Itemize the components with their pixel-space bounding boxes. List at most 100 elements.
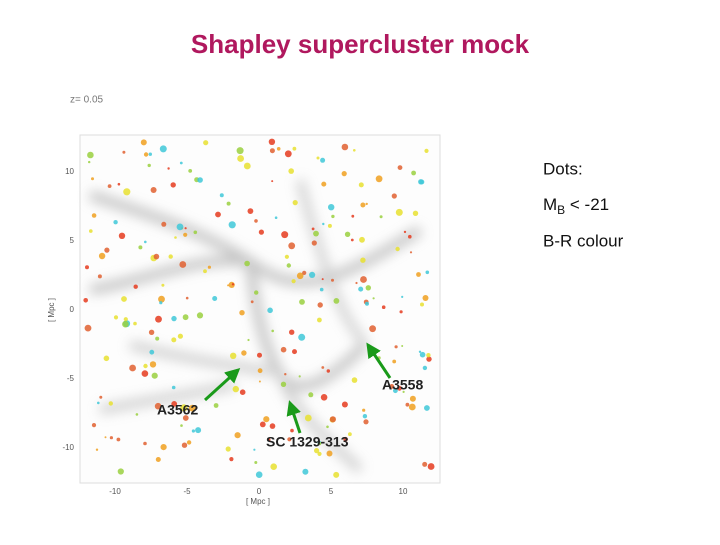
annotation: SC 1329-313: [266, 434, 349, 450]
galaxy-dot: [133, 321, 137, 326]
galaxy-dot: [236, 147, 244, 155]
galaxy-dot: [288, 242, 296, 250]
galaxy-dot: [372, 297, 375, 300]
galaxy-dot: [155, 457, 161, 462]
galaxy-dot: [331, 214, 335, 219]
galaxy-dot: [171, 401, 178, 407]
galaxy-dot: [213, 403, 219, 408]
galaxy-dot: [409, 251, 413, 254]
galaxy-dot: [311, 227, 315, 231]
galaxy-dot: [174, 236, 177, 239]
galaxy-dot: [182, 314, 189, 321]
galaxy-dot: [395, 208, 403, 216]
galaxy-dot: [159, 301, 163, 305]
galaxy-dot: [143, 441, 147, 446]
galaxy-dot: [148, 329, 155, 335]
galaxy-dot: [84, 324, 92, 332]
legend-colour: B-R colour: [543, 231, 624, 250]
redshift-label: z= 0.05: [70, 95, 104, 106]
galaxy-dot: [184, 227, 187, 230]
galaxy-dot: [228, 221, 236, 229]
annotation: A3558: [382, 377, 423, 393]
galaxy-dot: [121, 296, 127, 302]
galaxy-dot: [180, 404, 188, 412]
galaxy-dot: [160, 444, 167, 451]
galaxy-dot: [319, 287, 324, 292]
galaxy-dot: [288, 168, 295, 174]
galaxy-dot: [193, 230, 198, 235]
galaxy-dot: [302, 270, 307, 275]
galaxy-dot: [107, 184, 112, 189]
galaxy-dots: [83, 138, 435, 479]
galaxy-dot: [296, 272, 304, 280]
galaxy-dot: [108, 401, 114, 406]
galaxy-dot: [426, 353, 431, 358]
arrow: [203, 367, 241, 402]
galaxy-dot: [284, 254, 289, 259]
galaxy-dot: [179, 161, 183, 165]
galaxy-dot: [424, 405, 430, 411]
galaxy-dot: [292, 146, 297, 151]
galaxy-dot: [230, 352, 237, 359]
galaxy-dot: [408, 234, 412, 239]
legend-heading: Dots:: [543, 159, 583, 178]
y-tick-label: 0: [70, 305, 75, 314]
galaxy-dot: [317, 302, 323, 308]
galaxy-dot: [95, 448, 99, 451]
galaxy-dot: [299, 299, 305, 305]
galaxy-dot: [360, 257, 366, 263]
galaxy-dot: [150, 187, 157, 193]
galaxy-dot: [291, 279, 296, 284]
galaxy-dot: [348, 432, 352, 437]
galaxy-dot: [254, 461, 258, 464]
galaxy-dot: [284, 373, 287, 376]
galaxy-dot: [167, 167, 170, 170]
galaxy-dot: [116, 437, 121, 442]
galaxy-dot: [182, 415, 189, 421]
galaxy-dot: [422, 365, 428, 371]
galaxy-dot: [302, 468, 309, 475]
x-tick-label: 10: [399, 487, 408, 496]
galaxy-dot: [122, 150, 126, 154]
galaxy-dot: [123, 188, 131, 196]
galaxy-dot: [420, 302, 424, 307]
galaxy-dot: [276, 147, 281, 151]
galaxy-dot: [274, 216, 278, 219]
galaxy-dot: [298, 333, 306, 341]
galaxy-dot: [253, 448, 256, 451]
galaxy-dot: [153, 253, 160, 260]
annotation: A3562: [157, 402, 198, 418]
galaxy-dot: [343, 436, 348, 442]
galaxy-dot: [280, 346, 287, 353]
galaxy-dot: [309, 271, 316, 278]
galaxy-dot: [379, 215, 383, 219]
galaxy-dot: [394, 345, 398, 349]
y-axis-label: [ Mpc ]: [47, 298, 56, 322]
galaxy-dot: [331, 278, 334, 282]
galaxy-dot: [83, 298, 88, 303]
galaxy-dot: [317, 451, 322, 456]
galaxy-dot: [227, 284, 230, 287]
galaxy-dot: [329, 416, 336, 423]
arrow: [286, 400, 302, 434]
galaxy-dot: [287, 437, 292, 442]
galaxy-dot: [317, 317, 322, 323]
galaxy-dot: [363, 419, 369, 425]
galaxy-dot: [247, 208, 254, 215]
galaxy-dot: [203, 140, 209, 146]
title: Shapley supercluster mock: [191, 29, 530, 59]
galaxy-dot: [155, 336, 160, 341]
galaxy-dot: [123, 317, 128, 322]
galaxy-dot: [362, 414, 368, 419]
galaxy-dot: [259, 421, 266, 428]
x-tick-label: -5: [183, 487, 191, 496]
galaxy-dot: [322, 222, 325, 226]
galaxy-dot: [321, 181, 327, 187]
galaxy-dot: [140, 139, 147, 146]
galaxy-dot: [269, 423, 276, 429]
galaxy-dot: [143, 363, 148, 369]
galaxy-dot: [231, 283, 235, 286]
galaxy-dot: [161, 283, 165, 287]
